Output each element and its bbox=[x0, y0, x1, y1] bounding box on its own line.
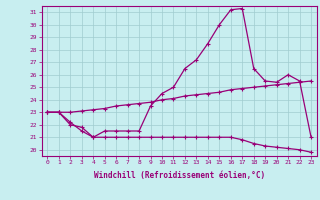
X-axis label: Windchill (Refroidissement éolien,°C): Windchill (Refroidissement éolien,°C) bbox=[94, 171, 265, 180]
